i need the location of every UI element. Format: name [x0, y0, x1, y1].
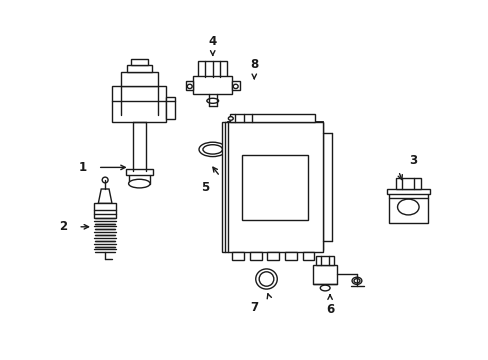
Bar	[130, 59, 148, 65]
Text: 8: 8	[250, 58, 258, 71]
Ellipse shape	[397, 199, 418, 215]
Ellipse shape	[259, 272, 273, 286]
Ellipse shape	[353, 279, 359, 283]
Bar	[242, 155, 307, 220]
Text: 2: 2	[60, 220, 67, 233]
Text: 1: 1	[79, 161, 87, 174]
Bar	[395, 178, 420, 189]
Bar	[229, 114, 315, 122]
Bar	[232, 252, 244, 260]
Bar	[267, 252, 279, 260]
Bar	[112, 86, 166, 122]
Bar	[228, 122, 322, 248]
Bar	[121, 72, 158, 86]
Ellipse shape	[206, 98, 218, 103]
Ellipse shape	[351, 277, 361, 284]
Bar	[127, 65, 151, 72]
Bar	[222, 122, 322, 252]
Text: 6: 6	[325, 303, 333, 316]
Ellipse shape	[255, 269, 277, 289]
Bar	[94, 203, 116, 218]
Bar	[388, 191, 427, 223]
Bar	[193, 76, 232, 94]
Bar	[198, 61, 227, 77]
Ellipse shape	[199, 142, 226, 157]
Text: 3: 3	[408, 154, 416, 167]
Ellipse shape	[187, 84, 192, 89]
Ellipse shape	[128, 179, 150, 188]
Bar	[128, 171, 150, 184]
Bar	[312, 265, 337, 284]
Bar	[386, 189, 429, 194]
Bar	[166, 97, 175, 119]
Ellipse shape	[203, 145, 222, 154]
Text: 4: 4	[208, 35, 216, 48]
Text: 5: 5	[201, 181, 209, 194]
Ellipse shape	[320, 285, 329, 291]
Bar	[125, 169, 153, 175]
Bar	[225, 122, 322, 250]
Text: 7: 7	[250, 301, 258, 314]
Bar	[249, 252, 261, 260]
Bar	[232, 81, 239, 90]
Ellipse shape	[228, 117, 233, 120]
Bar	[316, 256, 333, 265]
Bar	[285, 252, 296, 260]
Bar	[185, 81, 193, 90]
Ellipse shape	[233, 84, 238, 89]
Bar	[302, 252, 314, 260]
Polygon shape	[98, 189, 112, 203]
Ellipse shape	[102, 177, 108, 183]
